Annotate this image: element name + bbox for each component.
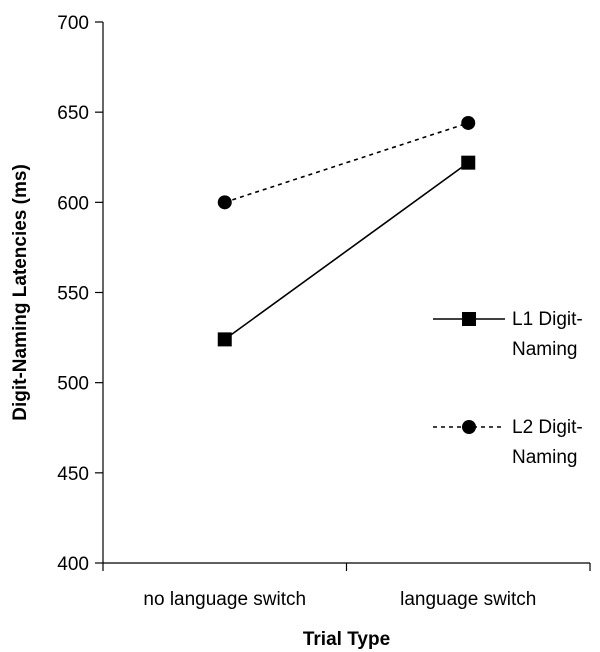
legend-label-1-line-1: L1 Digit- (512, 309, 583, 330)
y-tick-label-5: 650 (57, 103, 89, 124)
series-1-line (224, 162, 469, 341)
x-axis-title: Trial Type (303, 629, 390, 650)
legend: L1 Digit- Naming L2 Digit- Naming (433, 309, 583, 468)
series-2-line (224, 122, 469, 204)
ticks: 400 450 500 550 600 650 700 no language switch l… (57, 13, 591, 610)
y-tick-label-2: 500 (57, 374, 89, 395)
x-tick-label-0: no language switch (143, 589, 306, 610)
y-axis-title: Digit-Naming Latencies (ms) (10, 164, 31, 421)
x-tick-label-1: language switch (400, 589, 536, 610)
series-1-point-2 (461, 155, 476, 170)
y-tick-label-0: 400 (57, 554, 89, 575)
legend-marker-1 (462, 312, 476, 326)
series-1-point-1 (217, 332, 232, 347)
y-tick-label-1: 450 (57, 464, 89, 485)
legend-label-2-line-2: Naming (512, 447, 577, 468)
legend-label-1-line-2: Naming (512, 339, 577, 360)
series (217, 115, 476, 347)
series-2-point-1 (217, 195, 232, 210)
legend-label-2-line-1: L2 Digit- (512, 417, 583, 438)
series-2-point-2 (461, 115, 476, 130)
y-tick-label-3: 550 (57, 284, 89, 305)
legend-marker-2 (462, 420, 476, 434)
y-tick-label-4: 600 (57, 193, 89, 214)
axes (102, 22, 590, 564)
y-tick-label-6: 700 (57, 13, 89, 34)
